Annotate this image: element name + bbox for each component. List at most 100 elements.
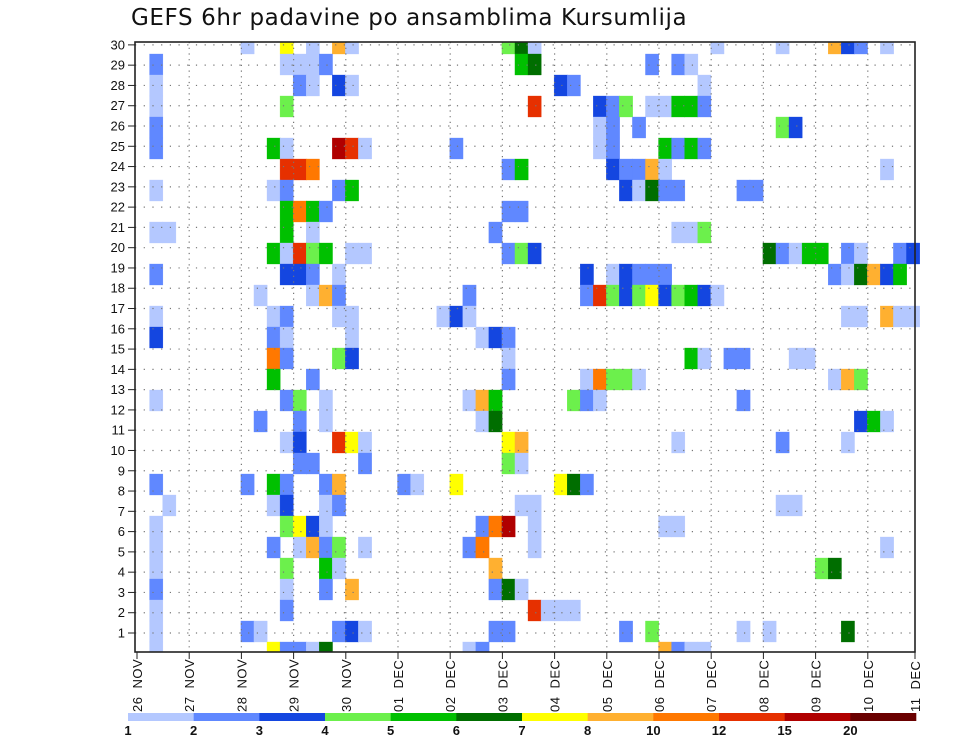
heatmap-cell — [345, 41, 359, 55]
heatmap-cell — [567, 599, 581, 622]
heatmap-cell — [854, 242, 868, 265]
heatmap-cell — [580, 473, 594, 496]
heatmap-cell — [305, 74, 320, 97]
heatmap-cell — [514, 578, 529, 601]
heatmap-cell — [488, 410, 503, 433]
x-tick-label: 04 DEC — [548, 660, 563, 712]
colorbar-segment — [456, 713, 523, 721]
heatmap-cell — [319, 515, 333, 538]
heatmap-cell — [305, 452, 320, 475]
x-tick-label: 28 NOV — [234, 659, 249, 712]
heatmap-cell — [462, 389, 477, 412]
heatmap-cell — [345, 431, 359, 454]
heatmap-cell — [684, 221, 699, 244]
heatmap-cell — [345, 74, 359, 97]
colorbar-label: 5 — [387, 723, 394, 738]
heatmap-cell — [319, 557, 333, 580]
x-tick-label: 26 NOV — [130, 659, 145, 712]
heatmap-cell — [279, 95, 294, 118]
x-tick-month: NOV — [234, 659, 249, 689]
x-tick-day: 10 — [861, 697, 876, 712]
heatmap-cell — [788, 494, 803, 517]
heatmap-cell — [149, 389, 164, 412]
x-tick-month: NOV — [130, 659, 145, 689]
colorbar-segment — [193, 713, 260, 721]
heatmap-cell — [292, 200, 307, 223]
x-tick-month: DEC — [704, 660, 719, 689]
heatmap-cell — [619, 95, 633, 118]
heatmap-cell — [149, 557, 164, 580]
y-tick-label: 28 — [111, 78, 125, 93]
heatmap-cell — [345, 242, 359, 265]
heatmap-cell — [149, 620, 164, 643]
heatmap-cell — [619, 368, 633, 391]
colorbar-label: 12 — [712, 723, 726, 738]
heatmap-cell — [332, 473, 346, 496]
heatmap-cell — [697, 137, 712, 160]
heatmap-cell — [358, 452, 372, 475]
colorbar-label: 4 — [321, 723, 329, 738]
colorbar-segment — [259, 713, 326, 721]
x-tick-day: 09 — [809, 697, 824, 712]
heatmap-cell — [292, 242, 307, 265]
heatmap-cell — [814, 557, 829, 580]
heatmap-cell — [149, 326, 164, 349]
heatmap-cell — [658, 158, 673, 181]
x-tick-label: 05 DEC — [600, 660, 615, 712]
y-tick-label: 2 — [118, 605, 125, 620]
heatmap-cell — [345, 578, 359, 601]
x-tick-day: 05 — [600, 697, 615, 712]
heatmap-cell — [488, 326, 503, 349]
heatmap-cell — [319, 53, 333, 76]
heatmap-cell — [292, 515, 307, 538]
heatmap-cell — [867, 410, 881, 433]
heatmap-cell — [462, 284, 477, 307]
heatmap-cell — [319, 473, 333, 496]
heatmap-cell — [149, 95, 164, 118]
heatmap-cell — [410, 473, 425, 496]
colorbar-segment — [587, 713, 654, 721]
y-tick-label: 4 — [118, 565, 125, 580]
heatmap-cell — [279, 431, 294, 454]
heatmap-cell — [736, 179, 751, 202]
heatmap-cell — [527, 494, 542, 517]
heatmap-cell — [488, 221, 503, 244]
heatmap-cell — [736, 389, 751, 412]
heatmap-cell — [149, 515, 164, 538]
heatmap-cell — [801, 347, 816, 370]
x-tick-day: 11 — [908, 698, 923, 713]
colorbar-segment — [784, 713, 851, 721]
heatmap-cell — [319, 641, 333, 653]
heatmap-cell — [632, 263, 646, 286]
heatmap-cell — [841, 263, 855, 286]
heatmap-cell — [527, 515, 542, 538]
chart-title: GEFS 6hr padavine po ansamblima Kursumli… — [131, 5, 688, 31]
heatmap-cell — [358, 536, 372, 559]
colorbar-segment — [128, 713, 194, 721]
y-tick-label: 19 — [111, 260, 125, 275]
x-tick-month: NOV — [287, 659, 302, 689]
heatmap-cell — [828, 41, 842, 55]
heatmap-cell — [162, 494, 177, 517]
x-tick-label: 08 DEC — [756, 660, 771, 712]
heatmap-cell — [619, 284, 633, 307]
heatmap-cell — [292, 53, 307, 76]
colorbar-segment — [522, 713, 588, 721]
x-tick-label: 02 DEC — [443, 660, 458, 712]
y-tick-label: 9 — [118, 463, 125, 478]
heatmap-cell — [762, 620, 777, 643]
heatmap-cell — [593, 95, 607, 118]
x-tick-label: 06 DEC — [652, 660, 667, 712]
heatmap-cell — [671, 137, 686, 160]
heatmap-cell — [162, 221, 177, 244]
x-tick-day: 29 — [287, 697, 302, 712]
heatmap-cell — [527, 242, 542, 265]
x-tick-month: NOV — [339, 659, 354, 689]
heatmap-cell — [880, 536, 894, 559]
heatmap-cell — [514, 494, 529, 517]
heatmap-cell — [893, 305, 907, 328]
x-tick-label: 29 NOV — [287, 659, 302, 712]
heatmap-cell — [697, 74, 712, 97]
heatmap-cell — [645, 158, 659, 181]
